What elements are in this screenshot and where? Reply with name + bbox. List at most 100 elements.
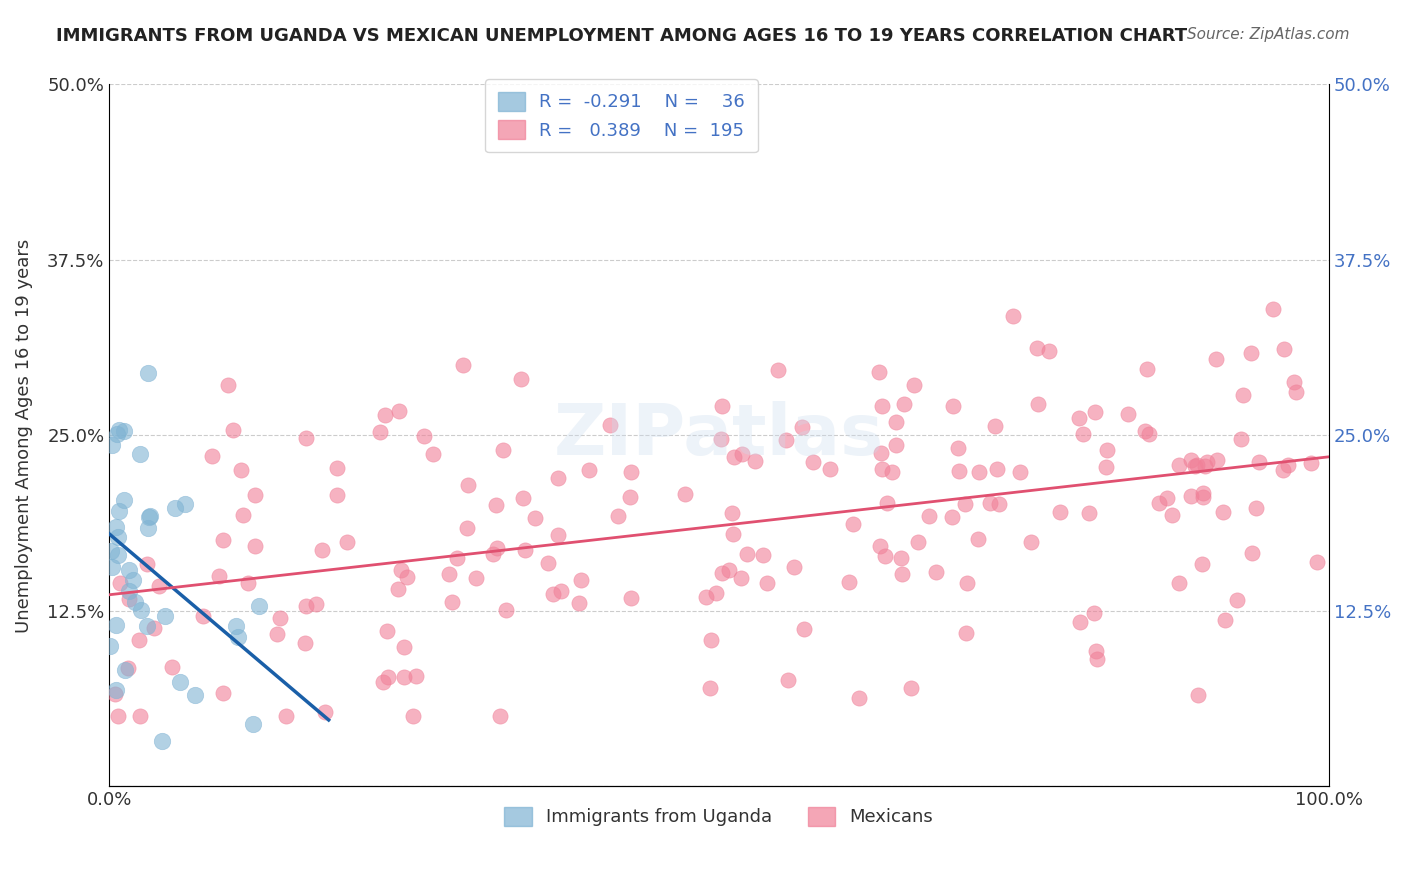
Point (768, 363, 790, 377)
Point (294, 431, 316, 445)
Point (778, 673, 800, 688)
Point (395, 570, 418, 584)
Point (128, 632, 150, 647)
Point (1226, 592, 1249, 607)
Point (731, 447, 754, 461)
Point (107, 423, 129, 437)
Point (1083, 606, 1105, 620)
Point (513, 543, 536, 558)
Point (983, 419, 1005, 434)
Point (243, 539, 266, 553)
Point (212, 686, 235, 700)
Point (136, 557, 159, 571)
Point (966, 533, 988, 547)
Point (105, 427, 128, 442)
Point (792, 419, 814, 434)
Point (1085, 652, 1108, 666)
Point (325, 488, 347, 502)
Point (1095, 460, 1118, 475)
Point (402, 709, 425, 723)
Point (723, 450, 745, 464)
Point (136, 366, 159, 380)
Point (1213, 613, 1236, 627)
Point (314, 705, 336, 719)
Point (1161, 508, 1184, 522)
Point (884, 438, 907, 452)
Point (232, 508, 254, 522)
Point (1284, 375, 1306, 389)
Text: IMMIGRANTS FROM UGANDA VS MEXICAN UNEMPLOYMENT AMONG AGES 16 TO 19 YEARS CORRELA: IMMIGRANTS FROM UGANDA VS MEXICAN UNEMPL… (56, 27, 1187, 45)
Point (1184, 458, 1206, 473)
Point (118, 592, 141, 607)
Point (955, 497, 977, 511)
Point (1049, 504, 1071, 518)
Point (138, 509, 160, 524)
Point (129, 709, 152, 723)
Point (1085, 644, 1108, 658)
Point (673, 486, 696, 500)
Point (1194, 458, 1216, 473)
Point (721, 527, 744, 541)
Point (876, 495, 898, 509)
Point (1249, 455, 1271, 469)
Point (755, 576, 778, 591)
Point (882, 465, 904, 479)
Point (392, 640, 415, 654)
Point (201, 449, 224, 463)
Point (377, 670, 399, 684)
Point (1019, 534, 1042, 549)
Point (492, 443, 515, 458)
Point (1240, 346, 1263, 360)
Text: Source: ZipAtlas.com: Source: ZipAtlas.com (1187, 27, 1350, 42)
Point (217, 378, 239, 392)
Point (948, 464, 970, 478)
Point (875, 549, 897, 564)
Point (619, 490, 641, 504)
Point (1095, 442, 1118, 457)
Point (136, 619, 159, 633)
Point (112, 424, 135, 438)
Point (422, 447, 444, 461)
Point (1244, 501, 1267, 516)
Y-axis label: Unemployment Among Ages 16 to 19 years: Unemployment Among Ages 16 to 19 years (15, 238, 32, 632)
Point (489, 709, 512, 723)
Point (122, 574, 145, 588)
Point (129, 447, 152, 461)
Point (226, 630, 249, 644)
Point (1147, 496, 1170, 510)
Point (412, 429, 434, 443)
Point (941, 510, 963, 524)
Point (818, 462, 841, 476)
Point (98, 639, 121, 653)
Point (578, 462, 600, 476)
Point (269, 611, 291, 625)
Point (108, 504, 131, 518)
Point (1205, 453, 1227, 467)
Point (405, 669, 427, 683)
Point (735, 547, 758, 561)
Point (524, 511, 547, 525)
Point (1191, 557, 1213, 571)
Point (1180, 453, 1202, 467)
Point (389, 563, 412, 577)
Point (838, 575, 860, 590)
Point (1139, 427, 1161, 442)
Point (869, 539, 891, 553)
Point (1008, 465, 1031, 479)
Point (274, 709, 297, 723)
Point (569, 574, 592, 588)
Point (1038, 343, 1060, 358)
Point (1156, 491, 1178, 505)
Point (305, 597, 328, 611)
Point (184, 688, 207, 702)
Point (105, 519, 128, 533)
Point (942, 399, 965, 413)
Point (1026, 341, 1049, 355)
Point (848, 691, 870, 706)
Point (191, 609, 214, 624)
Point (440, 595, 463, 609)
Point (101, 560, 124, 574)
Point (1067, 411, 1090, 425)
Point (1180, 489, 1202, 503)
Point (325, 461, 347, 475)
